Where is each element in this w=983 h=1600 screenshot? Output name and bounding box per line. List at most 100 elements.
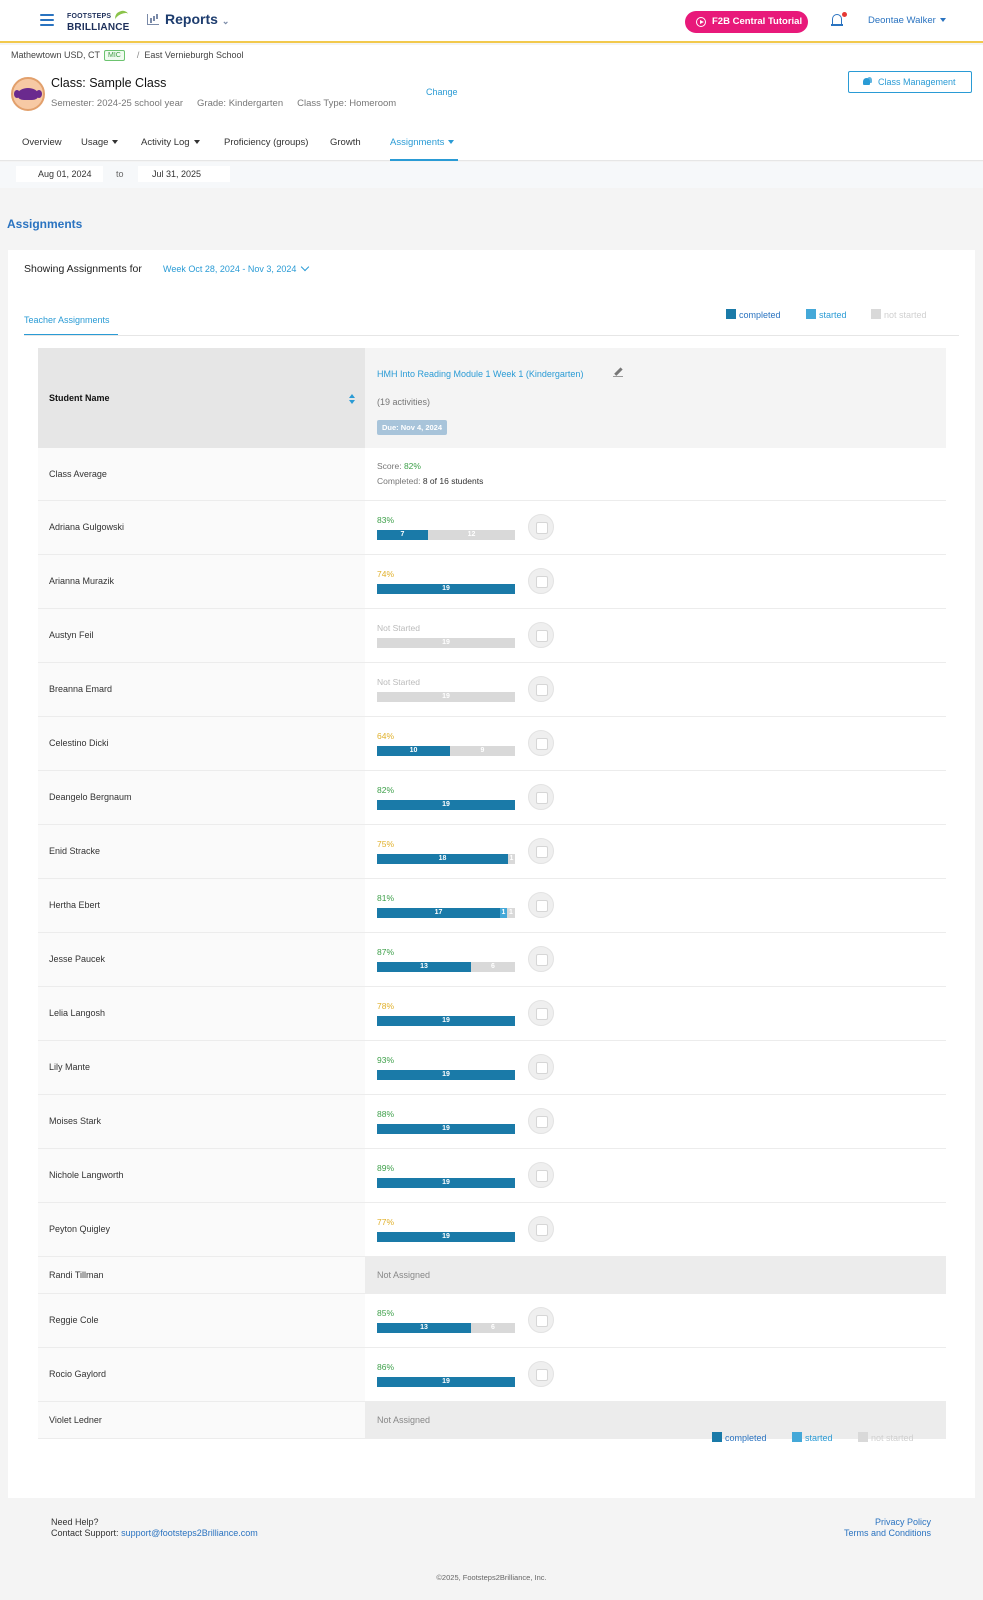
book-icon[interactable] [528,1361,554,1387]
sort-icon[interactable] [349,394,355,405]
edit-pencil-icon[interactable] [613,367,623,377]
change-class-link[interactable]: Change [426,87,458,97]
student-name[interactable]: Randi Tillman [49,1270,104,1280]
progress-bar[interactable]: 17 1 1 [377,908,515,918]
date-range-bar: Aug 01, 2024 to Jul 31, 2025 [0,162,983,188]
progress-bar[interactable]: 19 [377,1124,515,1134]
progress-bar[interactable]: 7 12 [377,530,515,540]
f2b-central-tutorial-button[interactable]: F2B Central Tutorial [685,11,808,33]
book-icon[interactable] [528,622,554,648]
tab-growth[interactable]: Growth [330,137,361,148]
book-icon[interactable] [528,1054,554,1080]
progress-bar[interactable]: 18 1 [377,854,515,864]
student-name[interactable]: Enid Stracke [49,846,101,856]
notification-bell-icon[interactable] [831,12,847,28]
book-icon[interactable] [528,568,554,594]
progress-bar[interactable]: 19 [377,800,515,810]
student-name[interactable]: Nichole Langworth [49,1170,124,1180]
tab-overview[interactable]: Overview [22,137,62,148]
student-name[interactable]: Celestino Dicki [49,738,109,748]
people-icon [863,77,872,85]
page-title: Assignments [7,217,83,231]
progress-bar[interactable]: 10 9 [377,746,515,756]
week-selector[interactable]: Week Oct 28, 2024 - Nov 3, 2024 [163,262,310,274]
legend-not-started: not started [858,1432,914,1443]
table-row: Adriana Gulgowski 83% 7 12 [38,501,946,555]
progress-bar[interactable]: 19 [377,1016,515,1026]
progress-bar[interactable]: 19 [377,1070,515,1080]
reports-menu[interactable]: Reports ⌄ [147,11,229,27]
book-icon[interactable] [528,1162,554,1188]
progress-bar[interactable]: 13 6 [377,1323,515,1333]
tab-usage[interactable]: Usage [81,137,119,148]
class-header-panel: Mathewtown USD, CT MIC / East Vernieburgh S… [0,45,983,161]
date-to-input[interactable]: Jul 31, 2025 [138,166,230,182]
table-row: Celestino Dicki 64% 10 9 [38,717,946,771]
book-icon[interactable] [528,838,554,864]
user-menu[interactable]: Deontae Walker [868,15,946,26]
progress-bar[interactable]: 19 [377,1232,515,1242]
assignment-title-link[interactable]: HMH Into Reading Module 1 Week 1 (Kinder… [377,369,584,379]
legend-not-started: not started [871,309,927,320]
student-name[interactable]: Rocio Gaylord [49,1369,107,1379]
class-average-score: Score: 82% [377,461,421,471]
grade-label: Grade: Kindergarten [197,98,284,109]
student-name[interactable]: Arianna Murazik [49,576,115,586]
student-score: 83% [377,515,395,525]
progress-not-started-segment: 6 [491,963,495,970]
progress-completed-segment: 13 [377,962,471,972]
breadcrumb-school[interactable]: East Vernieburgh School [144,50,244,60]
progress-bar[interactable]: 19 [377,1178,515,1188]
progress-bar[interactable]: 19 [377,692,515,702]
progress-bar[interactable]: 19 [377,638,515,648]
book-icon[interactable] [528,676,554,702]
student-name[interactable]: Deangelo Bergnaum [49,792,132,802]
progress-bar[interactable]: 13 6 [377,962,515,972]
support-email-link[interactable]: support@footsteps2Brilliance.com [121,1528,258,1538]
tab-assignments[interactable]: Assignments [390,137,455,148]
book-icon[interactable] [528,892,554,918]
student-name-header[interactable]: Student Name [38,348,365,448]
book-icon[interactable] [528,784,554,810]
progress-started-segment: 1 [500,908,507,918]
student-name[interactable]: Peyton Quigley [49,1224,111,1234]
student-name[interactable]: Reggie Cole [49,1315,99,1325]
progress-completed-segment: 19 [377,1232,515,1242]
terms-conditions-link[interactable]: Terms and Conditions [843,1528,931,1538]
book-icon[interactable] [528,1216,554,1242]
student-name[interactable]: Violet Ledner [49,1415,102,1425]
book-icon[interactable] [528,946,554,972]
tab-proficiency-groups[interactable]: Proficiency (groups) [224,137,309,148]
student-name[interactable]: Breanna Emard [49,684,113,694]
student-name-header-label: Student Name [49,393,110,403]
class-management-button[interactable]: Class Management [848,71,972,93]
student-name[interactable]: Moises Stark [49,1116,102,1126]
tab-teacher-assignments[interactable]: Teacher Assignments [24,315,110,325]
breadcrumb-district[interactable]: Mathewtown USD, CT [11,50,101,60]
district-badge: MIC [104,50,125,61]
student-name[interactable]: Austyn Feil [49,630,94,640]
class-average-label: Class Average [49,469,107,479]
hamburger-menu-icon[interactable] [40,14,54,26]
footer-links: Privacy Policy Terms and Conditions [844,1517,931,1539]
book-icon[interactable] [528,730,554,756]
book-icon[interactable] [528,1307,554,1333]
book-icon[interactable] [528,514,554,540]
book-icon[interactable] [528,1108,554,1134]
student-name[interactable]: Hertha Ebert [49,900,101,910]
student-name[interactable]: Jesse Paucek [49,954,106,964]
student-name[interactable]: Lily Mante [49,1062,91,1072]
student-name[interactable]: Adriana Gulgowski [49,522,125,532]
progress-not-started-segment: 6 [491,1324,495,1331]
footsteps-brilliance-logo[interactable]: FOOTSTEPS BRILLIANCE [67,8,133,33]
progress-bar[interactable]: 19 [377,1377,515,1387]
date-from-input[interactable]: Aug 01, 2024 [16,166,103,182]
legend-started: started [792,1432,833,1443]
student-name[interactable]: Lelia Langosh [49,1008,106,1018]
progress-bar[interactable]: 19 [377,584,515,594]
tab-activity-log[interactable]: Activity Log [141,137,200,148]
active-tab-indicator [390,159,458,161]
privacy-policy-link[interactable]: Privacy Policy [874,1517,931,1527]
legend-started: started [806,309,847,320]
book-icon[interactable] [528,1000,554,1026]
